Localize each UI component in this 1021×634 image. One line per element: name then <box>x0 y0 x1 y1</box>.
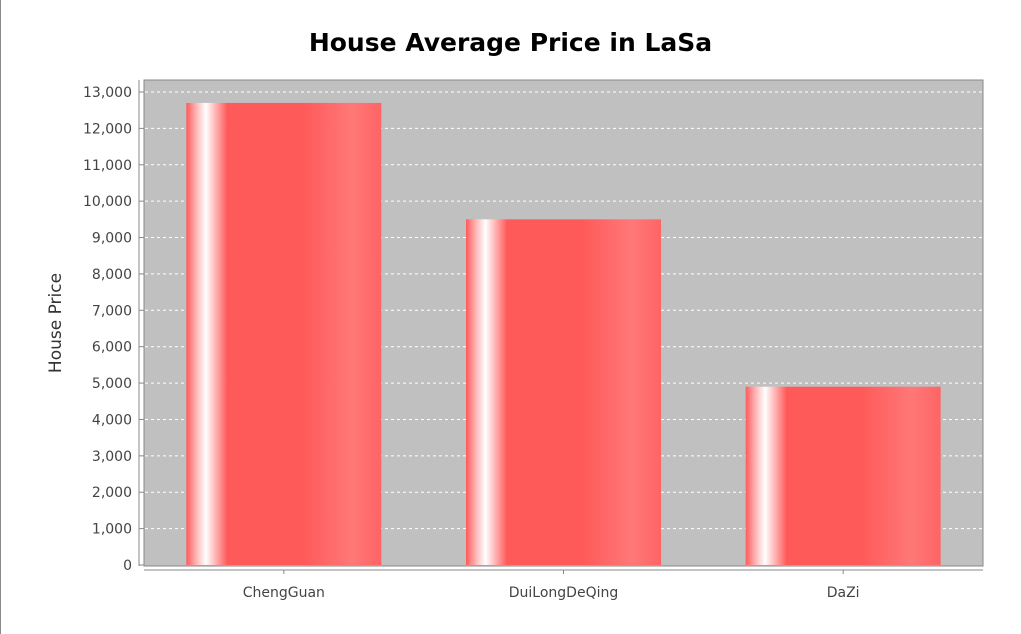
y-tick-label: 0 <box>123 558 132 574</box>
frame-border <box>0 0 1 634</box>
bar-dazi <box>745 386 941 565</box>
bar-chengguan <box>186 102 382 566</box>
x-category-label: ChengGuan <box>243 585 325 601</box>
y-tick-label: 10,000 <box>83 194 132 210</box>
y-tick-label: 2,000 <box>92 485 132 501</box>
x-category-label: DuiLongDeQing <box>509 585 618 601</box>
y-tick-label: 11,000 <box>83 158 132 174</box>
y-tick-label: 4,000 <box>92 412 132 428</box>
x-ticks: ChengGuan DuiLongDeQing DaZi <box>243 570 860 601</box>
y-tick-label: 9,000 <box>92 231 132 247</box>
y-tick-label: 12,000 <box>83 121 132 137</box>
y-ticks: 0 1,000 2,000 3,000 4,000 5,000 6,000 7,000 8,00… <box>83 85 144 574</box>
y-tick-label: 8,000 <box>92 267 132 283</box>
y-tick-label: 6,000 <box>92 340 132 356</box>
y-tick-label: 1,000 <box>92 522 132 538</box>
chart-title: House Average Price in LaSa <box>308 28 713 57</box>
y-tick-label: 5,000 <box>92 376 132 392</box>
x-category-label: DaZi <box>827 585 860 601</box>
y-tick-label: 3,000 <box>92 449 132 465</box>
bar-duilongdeqing <box>466 219 661 565</box>
y-tick-label: 13,000 <box>83 85 132 101</box>
bars <box>186 102 941 566</box>
y-tick-label: 7,000 <box>92 303 132 319</box>
